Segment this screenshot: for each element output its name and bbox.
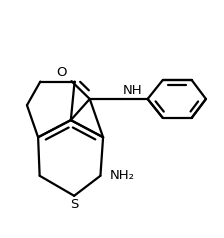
Text: NH: NH [123,84,143,97]
Text: S: S [70,198,78,212]
Text: O: O [56,66,67,79]
Text: NH₂: NH₂ [109,169,134,182]
